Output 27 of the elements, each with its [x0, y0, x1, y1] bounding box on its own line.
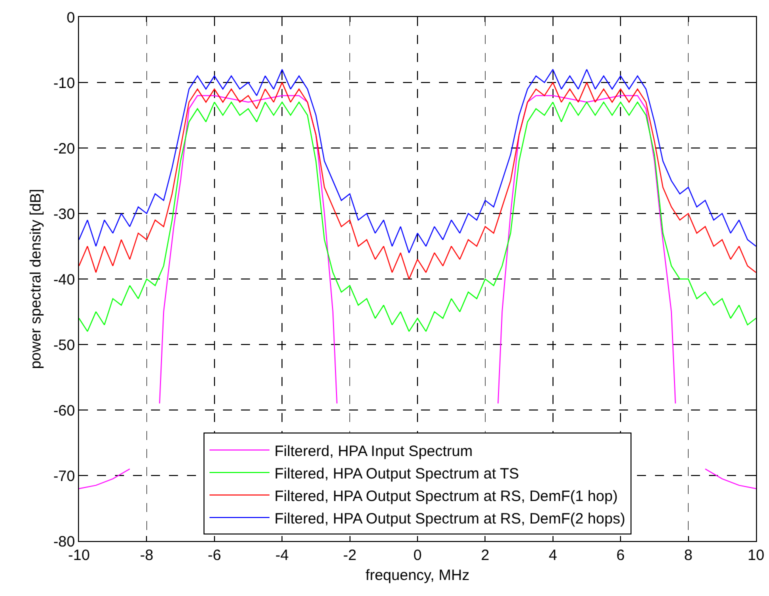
x-tick-label: 0 [413, 547, 422, 564]
legend-label: Filtered, HPA Output Spectrum at RS, DemF(1 hop) [274, 488, 618, 505]
x-tick-label: -8 [140, 547, 154, 564]
legend-label: Filtered, HPA Output Spectrum at RS, DemF(2 hops) [274, 510, 626, 528]
line-series [79, 82, 756, 280]
x-tick-label: -2 [343, 547, 356, 564]
x-tick-label: -6 [208, 547, 222, 564]
legend-label: Filtered, HPA Output Spectrum at TS [274, 465, 520, 482]
legend-label: Filtererd, HPA Input Spectrum [274, 442, 473, 460]
x-tick-label: 10 [748, 547, 764, 564]
line-series [79, 102, 756, 332]
y-tick-label: -50 [53, 336, 75, 354]
x-tick-label: 2 [481, 547, 490, 564]
y-tick-label: -10 [53, 74, 75, 92]
y-tick-label: -20 [53, 140, 75, 158]
y-tick-label: 0 [66, 9, 75, 26]
y-tick-label: -60 [53, 402, 75, 420]
x-axis-title: frequency, MHz [366, 567, 470, 584]
y-tick-label: -40 [53, 271, 75, 288]
x-tick-label: 4 [548, 547, 558, 564]
x-tick-label: 6 [616, 547, 625, 564]
x-tick-label: -4 [275, 547, 289, 564]
y-tick-label: -70 [53, 468, 75, 485]
line-series [79, 68, 756, 254]
x-tick-label: 8 [684, 547, 692, 564]
y-tick-label: -30 [53, 206, 75, 223]
y-axis-title: power spectral density [dB] [28, 188, 45, 370]
